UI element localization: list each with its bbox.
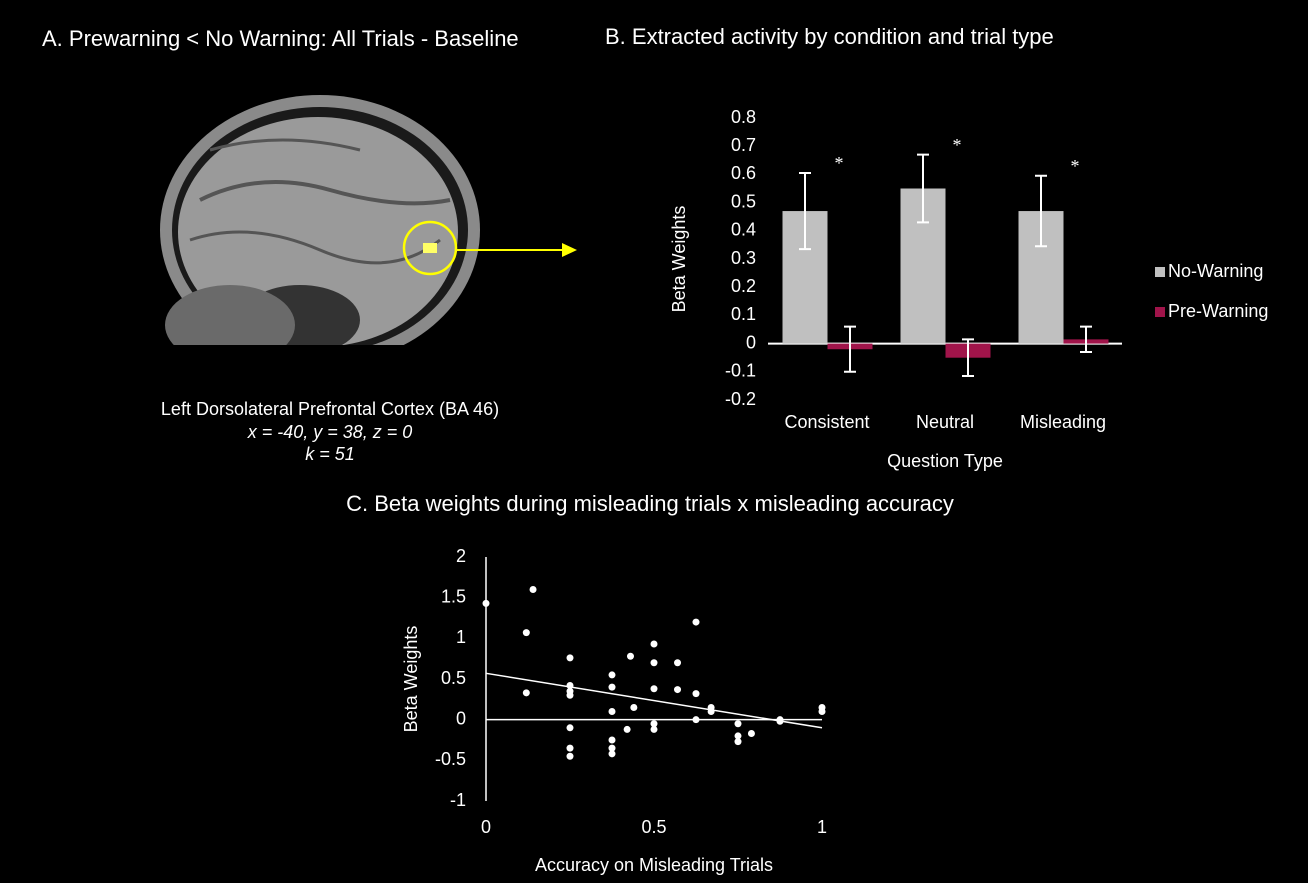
significance-marker: * (1071, 156, 1080, 176)
data-point (734, 738, 742, 746)
y-tick-label: 0.2 (731, 276, 756, 296)
x-tick-label: 0 (481, 817, 491, 837)
data-point (566, 654, 574, 662)
data-point (734, 720, 742, 728)
data-point (522, 629, 530, 637)
brain-image (150, 95, 577, 375)
y-tick-label: 1 (456, 627, 466, 647)
y-tick-label: 0.3 (731, 248, 756, 268)
x-tick-label: 0.5 (641, 817, 666, 837)
legend-label: No-Warning (1168, 261, 1263, 281)
chart-title: B. Extracted activity by condition and t… (605, 24, 1054, 49)
legend-swatch (1155, 267, 1165, 277)
error-bar (962, 338, 974, 378)
y-tick-label: -1 (450, 790, 466, 810)
region-label: Left Dorsolateral Prefrontal Cortex (BA … (161, 399, 499, 419)
data-point (747, 729, 755, 737)
x-tick-label: Neutral (916, 412, 974, 432)
significance-marker: * (835, 153, 844, 173)
y-tick-label: 0.1 (731, 304, 756, 324)
data-point (529, 586, 537, 594)
data-point (623, 725, 631, 733)
data-point (818, 708, 826, 716)
x-tick-label: Misleading (1020, 412, 1106, 432)
data-point (608, 683, 616, 691)
x-tick-label: Consistent (784, 412, 869, 432)
data-point (650, 725, 658, 733)
y-axis-title: Beta Weights (401, 626, 421, 733)
y-axis-title: Beta Weights (669, 206, 689, 313)
data-point (608, 708, 616, 716)
data-point (566, 691, 574, 699)
data-point (566, 682, 574, 690)
cluster-size: k = 51 (305, 444, 355, 464)
data-point (650, 640, 658, 648)
y-tick-label: 0.7 (731, 135, 756, 155)
data-point (566, 744, 574, 752)
y-tick-label: 0.8 (731, 107, 756, 127)
y-tick-label: 0.4 (731, 220, 756, 240)
error-bar (844, 325, 856, 373)
data-point (734, 732, 742, 740)
y-tick-label: 0.5 (441, 668, 466, 688)
data-point (630, 703, 638, 711)
y-tick-label: 0 (456, 708, 466, 728)
data-point (482, 599, 490, 607)
chart-title: C. Beta weights during misleading trials… (346, 491, 954, 516)
data-point (650, 685, 658, 693)
data-point (692, 690, 700, 698)
data-point (674, 686, 682, 694)
panel-a-title: A. Prewarning < No Warning: All Trials -… (42, 26, 519, 51)
x-tick-label: 1 (817, 817, 827, 837)
y-tick-label: 0.6 (731, 163, 756, 183)
data-point (566, 724, 574, 732)
significance-marker: * (953, 135, 962, 155)
legend-label: Pre-Warning (1168, 301, 1268, 321)
data-point (707, 708, 715, 716)
data-point (776, 717, 784, 725)
data-point (608, 736, 616, 744)
error-bar (917, 153, 929, 224)
y-tick-label: 2 (456, 546, 466, 566)
data-point (608, 750, 616, 758)
data-point (650, 720, 658, 728)
data-point (522, 689, 530, 697)
data-point (692, 716, 700, 724)
x-axis-title: Question Type (887, 451, 1003, 471)
y-tick-label: -0.1 (725, 361, 756, 381)
data-point (626, 652, 634, 660)
error-bar (1035, 174, 1047, 248)
y-tick-label: 1.5 (441, 586, 466, 606)
y-tick-label: -0.2 (725, 389, 756, 409)
data-point (692, 618, 700, 626)
data-point (608, 744, 616, 752)
data-point (650, 659, 658, 667)
error-bar (1080, 325, 1092, 354)
data-point (566, 752, 574, 760)
coordinates: x = -40, y = 38, z = 0 (247, 422, 413, 442)
data-point (608, 671, 616, 679)
error-bar (799, 171, 811, 251)
y-tick-label: -0.5 (435, 749, 466, 769)
y-tick-label: 0 (746, 332, 756, 352)
y-tick-label: 0.5 (731, 191, 756, 211)
x-axis-title: Accuracy on Misleading Trials (535, 855, 773, 875)
legend-swatch (1155, 307, 1165, 317)
data-point (674, 659, 682, 667)
trendline (485, 672, 823, 729)
